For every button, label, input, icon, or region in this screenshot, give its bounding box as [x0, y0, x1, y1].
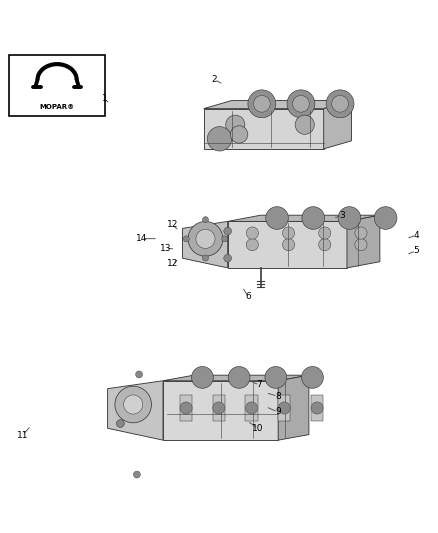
Circle shape: [228, 367, 250, 389]
Circle shape: [283, 227, 295, 239]
Circle shape: [278, 402, 290, 414]
Circle shape: [319, 227, 331, 239]
Text: 5: 5: [413, 246, 419, 255]
Circle shape: [134, 471, 141, 478]
Polygon shape: [228, 221, 347, 268]
Polygon shape: [183, 221, 228, 268]
Bar: [180, 395, 192, 421]
Text: 2: 2: [212, 75, 217, 84]
Circle shape: [166, 493, 173, 500]
Circle shape: [180, 402, 192, 414]
Circle shape: [302, 207, 325, 229]
Circle shape: [202, 255, 208, 261]
Circle shape: [202, 216, 208, 223]
Text: 13: 13: [160, 244, 172, 253]
Circle shape: [332, 95, 349, 112]
Text: MOPAR®: MOPAR®: [39, 103, 74, 110]
Circle shape: [224, 254, 232, 262]
Polygon shape: [228, 215, 380, 221]
Text: 9: 9: [275, 407, 281, 416]
Bar: [213, 395, 225, 421]
Circle shape: [245, 402, 258, 414]
Polygon shape: [324, 101, 351, 149]
Circle shape: [338, 207, 361, 229]
Circle shape: [374, 207, 397, 229]
Circle shape: [266, 207, 288, 229]
Circle shape: [248, 90, 276, 118]
Polygon shape: [278, 375, 309, 440]
Circle shape: [287, 90, 315, 118]
Bar: [245, 395, 258, 421]
Circle shape: [124, 395, 143, 414]
Circle shape: [196, 229, 215, 248]
Circle shape: [230, 126, 248, 143]
Circle shape: [226, 115, 245, 134]
Circle shape: [136, 371, 143, 378]
Text: 12: 12: [167, 220, 178, 229]
Polygon shape: [108, 381, 163, 440]
Circle shape: [117, 419, 124, 427]
Circle shape: [224, 227, 232, 235]
Circle shape: [293, 95, 309, 112]
Circle shape: [183, 236, 189, 242]
Circle shape: [207, 127, 232, 151]
Circle shape: [246, 227, 258, 239]
Bar: [311, 395, 323, 421]
Circle shape: [302, 367, 323, 389]
Text: 14: 14: [136, 234, 147, 243]
Circle shape: [191, 367, 213, 389]
Text: 7: 7: [257, 381, 262, 390]
Polygon shape: [347, 215, 380, 268]
Text: 11: 11: [17, 431, 28, 440]
Circle shape: [355, 239, 367, 251]
Polygon shape: [204, 109, 324, 149]
Circle shape: [213, 402, 225, 414]
Circle shape: [188, 221, 223, 256]
Circle shape: [355, 227, 367, 239]
Text: 8: 8: [275, 392, 281, 401]
Text: 6: 6: [246, 293, 251, 302]
Circle shape: [254, 95, 270, 112]
Circle shape: [246, 239, 258, 251]
Text: 12: 12: [167, 260, 178, 269]
Circle shape: [311, 402, 323, 414]
Polygon shape: [204, 101, 351, 109]
Text: 10: 10: [252, 424, 264, 433]
Text: 3: 3: [339, 211, 345, 220]
Bar: [278, 395, 290, 421]
Text: 1: 1: [102, 94, 107, 103]
Polygon shape: [163, 375, 309, 381]
Circle shape: [295, 115, 314, 134]
Circle shape: [326, 90, 354, 118]
Circle shape: [319, 239, 331, 251]
Circle shape: [265, 367, 287, 389]
Circle shape: [283, 239, 295, 251]
Circle shape: [222, 236, 228, 242]
FancyBboxPatch shape: [9, 55, 105, 116]
Text: 4: 4: [413, 231, 419, 240]
Polygon shape: [163, 381, 278, 440]
Circle shape: [115, 386, 152, 423]
